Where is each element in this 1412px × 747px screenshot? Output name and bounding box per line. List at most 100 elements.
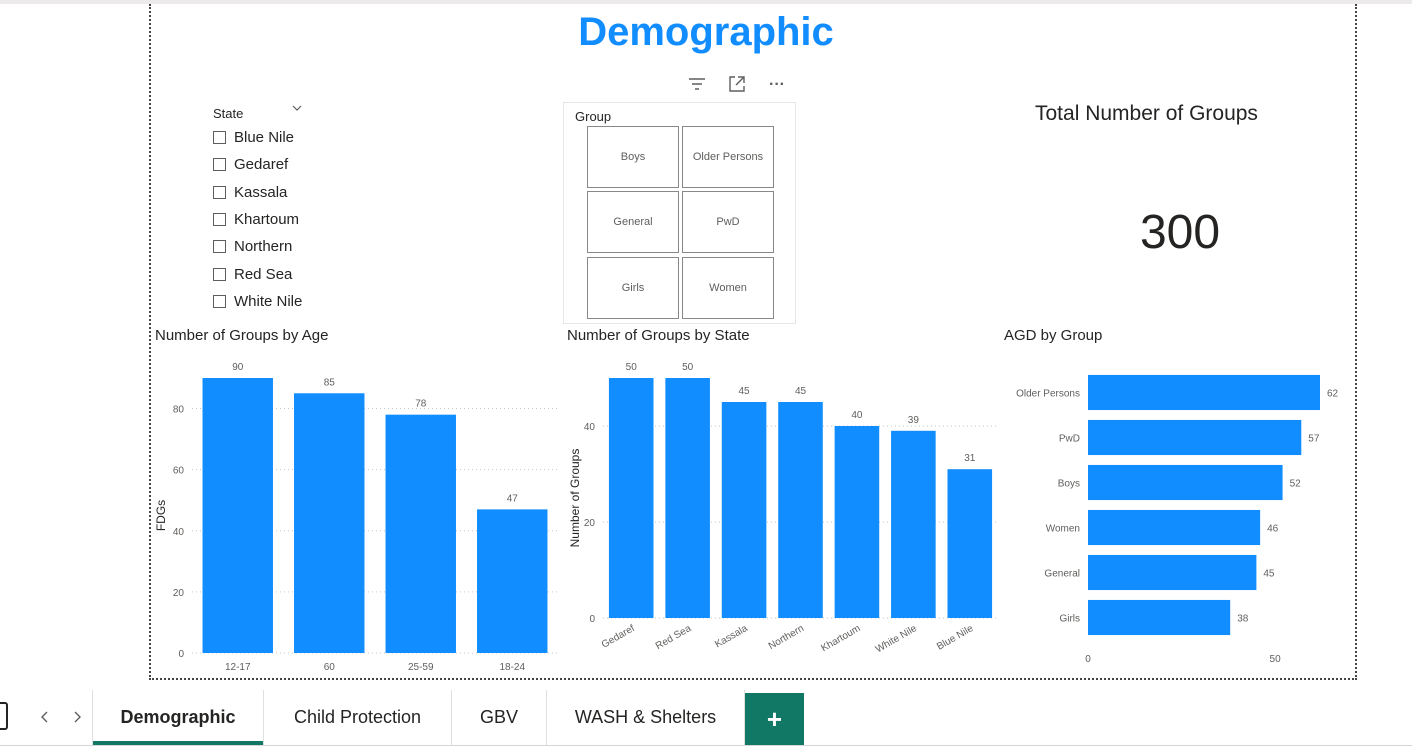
state-option-kassala[interactable]: Kassala: [213, 179, 333, 206]
data-label: 47: [507, 493, 519, 504]
data-label: 78: [415, 399, 427, 410]
state-option-label: Blue Nile: [234, 129, 295, 147]
page-navigator-icon[interactable]: [0, 702, 8, 730]
visual-header-actions: ···: [686, 74, 796, 96]
filter-icon[interactable]: [686, 74, 708, 96]
group-bar-chart: Older Persons 62 PwD 57 Boys 52 Women 46 General…: [1016, 374, 1339, 665]
x-tick-label: Northern: [767, 623, 806, 652]
state-option-gedaref[interactable]: Gedaref: [213, 151, 333, 178]
state-option-white-nile[interactable]: White Nile: [213, 288, 333, 315]
chevron-down-icon[interactable]: [292, 103, 302, 113]
y-tick-label: Women: [1046, 524, 1080, 535]
data-label: 90: [232, 362, 244, 373]
state-slicer-header: State: [213, 106, 244, 121]
state-option-label: Red Sea: [234, 265, 293, 283]
data-label: 40: [851, 410, 863, 421]
y-tick-label: Girls: [1059, 614, 1080, 625]
data-label: 45: [795, 386, 807, 397]
y-axis-label: Number of Groups: [568, 449, 582, 548]
bar: [1088, 419, 1302, 456]
group-tile-older-persons[interactable]: Older Persons: [682, 126, 774, 188]
checkbox[interactable]: [213, 131, 226, 145]
tab-wash-shelters[interactable]: WASH & Shelters: [547, 690, 745, 745]
report-canvas: [149, 4, 1357, 680]
x-tick-label: 0: [1085, 654, 1091, 665]
state-option-label: Gedaref: [234, 156, 289, 174]
y-axis-label: FDGs: [154, 500, 168, 531]
add-page-button[interactable]: +: [745, 693, 804, 745]
state-bar-chart: 0 20 40 Number of Groups 50 Gedaref 50 Red Sea 4…: [568, 362, 998, 656]
checkbox[interactable]: [213, 158, 226, 172]
bar: [477, 509, 548, 653]
x-tick-label: 60: [324, 662, 336, 673]
page-tab-bar: Demographic Child Protection GBV WASH & …: [0, 690, 1412, 747]
data-label: 57: [1308, 434, 1320, 445]
bar: [385, 414, 456, 653]
data-label: 50: [682, 362, 694, 373]
state-option-northern[interactable]: Northern: [213, 233, 333, 260]
focus-mode-icon[interactable]: [726, 74, 748, 96]
group-tile-boys[interactable]: Boys: [587, 126, 679, 188]
active-tab-indicator: [93, 741, 263, 745]
state-option-khartoum[interactable]: Khartoum: [213, 206, 333, 233]
y-tick-label: 60: [173, 466, 185, 477]
checkbox[interactable]: [213, 267, 226, 281]
tab-demographic[interactable]: Demographic: [92, 690, 264, 745]
y-tick-label: 0: [178, 649, 184, 660]
data-label: 31: [964, 453, 976, 464]
y-tick-label: 20: [584, 518, 596, 529]
age-bar-chart: 0 20 40 60 80 FDGs 90 12-17 85 60 78 25-59 47 18-24: [154, 362, 558, 673]
next-page-icon[interactable]: [70, 710, 84, 724]
data-label: 50: [626, 362, 638, 373]
bar: [665, 378, 710, 618]
y-tick-label: 40: [173, 527, 185, 538]
checkbox[interactable]: [213, 185, 226, 199]
previous-page-icon[interactable]: [38, 710, 52, 724]
group-tile-girls[interactable]: Girls: [587, 257, 679, 319]
state-option-red-sea[interactable]: Red Sea: [213, 260, 333, 287]
bar: [294, 393, 365, 653]
bar: [834, 426, 880, 618]
state-option-blue-nile[interactable]: Blue Nile: [213, 124, 333, 151]
group-tile-women[interactable]: Women: [682, 257, 774, 319]
bar: [1088, 599, 1231, 636]
state-option-label: Northern: [234, 238, 293, 256]
x-tick-label: Blue Nile: [935, 623, 976, 653]
checkbox[interactable]: [213, 294, 226, 308]
data-label: 46: [1267, 524, 1279, 535]
state-option-label: Kassala: [234, 183, 288, 201]
bar: [778, 402, 823, 618]
group-slicer: Group Boys Older Persons General PwD Gir…: [563, 102, 796, 324]
x-tick-label: 25-59: [408, 662, 434, 673]
y-tick-label: PwD: [1059, 434, 1080, 445]
tab-child-protection[interactable]: Child Protection: [264, 690, 452, 745]
group-chart-title: AGD by Group: [1004, 327, 1103, 344]
data-label: 85: [324, 377, 336, 388]
data-label: 45: [1263, 569, 1275, 580]
bar: [608, 378, 654, 618]
x-tick-label: White Nile: [874, 623, 919, 656]
x-tick-label: 50: [1270, 654, 1282, 665]
y-tick-label: 0: [589, 614, 595, 625]
x-tick-label: Kassala: [713, 623, 750, 651]
y-tick-label: 80: [173, 405, 185, 416]
bar: [891, 430, 936, 618]
group-slicer-header: Group: [575, 109, 612, 124]
tab-gbv[interactable]: GBV: [452, 690, 547, 745]
data-label: 52: [1290, 479, 1302, 490]
card-value: 300: [1139, 206, 1221, 259]
bar: [1088, 464, 1283, 501]
more-options-icon[interactable]: ···: [769, 76, 785, 93]
checkbox[interactable]: [213, 213, 226, 227]
x-tick-label: 12-17: [225, 662, 251, 673]
y-tick-label: Older Persons: [1016, 389, 1080, 400]
y-tick-label: 40: [584, 422, 596, 433]
state-option-label: White Nile: [234, 292, 303, 310]
bar: [1088, 374, 1320, 411]
age-chart-title: Number of Groups by Age: [155, 327, 329, 344]
group-tile-general[interactable]: General: [587, 191, 679, 253]
data-label: 62: [1327, 389, 1339, 400]
checkbox[interactable]: [213, 240, 226, 254]
group-tile-pwd[interactable]: PwD: [682, 191, 774, 253]
y-tick-label: General: [1044, 569, 1080, 580]
